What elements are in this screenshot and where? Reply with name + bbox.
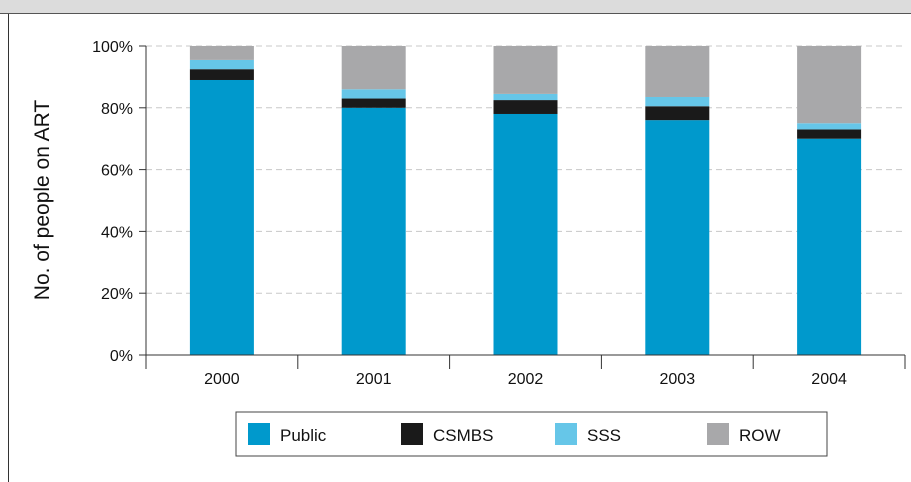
- x-tick-label: 2001: [356, 371, 392, 388]
- bar-segment-row: [494, 46, 558, 94]
- bar-segment-sss: [342, 89, 406, 98]
- legend: Public CSMBS SSS ROW: [236, 412, 827, 456]
- legend-swatch-sss: [555, 423, 577, 445]
- bar-segment-public: [342, 108, 406, 355]
- bar-segment-sss: [190, 60, 254, 69]
- bar-segment-sss: [645, 97, 709, 106]
- bar-segment-csmbs: [645, 106, 709, 120]
- legend-label-row: ROW: [739, 426, 781, 445]
- bar-segment-row: [342, 46, 406, 89]
- y-tick-label: 80%: [101, 101, 133, 118]
- bar-segment-row: [190, 46, 254, 60]
- bar-segment-sss: [494, 94, 558, 100]
- y-axis-title: No. of people on ART: [31, 100, 54, 301]
- x-tick-label: 2002: [508, 371, 544, 388]
- y-tick-label: 100%: [92, 39, 133, 56]
- legend-label-public: Public: [280, 426, 327, 445]
- bar-segment-public: [190, 80, 254, 355]
- y-tick-label: 20%: [101, 286, 133, 303]
- legend-swatch-csmbs: [401, 423, 423, 445]
- legend-label-sss: SSS: [587, 426, 621, 445]
- bar-segment-sss: [797, 123, 861, 129]
- bar-segment-csmbs: [494, 100, 558, 114]
- legend-label-csmbs: CSMBS: [433, 426, 493, 445]
- y-tick-label: 40%: [101, 224, 133, 241]
- y-tick-label: 60%: [101, 163, 133, 180]
- bar-segment-csmbs: [342, 99, 406, 108]
- legend-swatch-public: [248, 423, 270, 445]
- bar-segment-public: [797, 139, 861, 355]
- x-tick-label: 2003: [660, 371, 696, 388]
- bar-segment-public: [494, 114, 558, 355]
- legend-swatch-row: [707, 423, 729, 445]
- x-tick-label: 2000: [204, 371, 240, 388]
- x-tick-label: 2004: [811, 371, 847, 388]
- y-tick-label: 0%: [110, 348, 133, 365]
- bars: [190, 46, 861, 355]
- bar-segment-csmbs: [190, 69, 254, 80]
- bar-segment-public: [645, 120, 709, 355]
- bar-segment-row: [797, 46, 861, 123]
- bar-segment-csmbs: [797, 129, 861, 138]
- bar-segment-row: [645, 46, 709, 97]
